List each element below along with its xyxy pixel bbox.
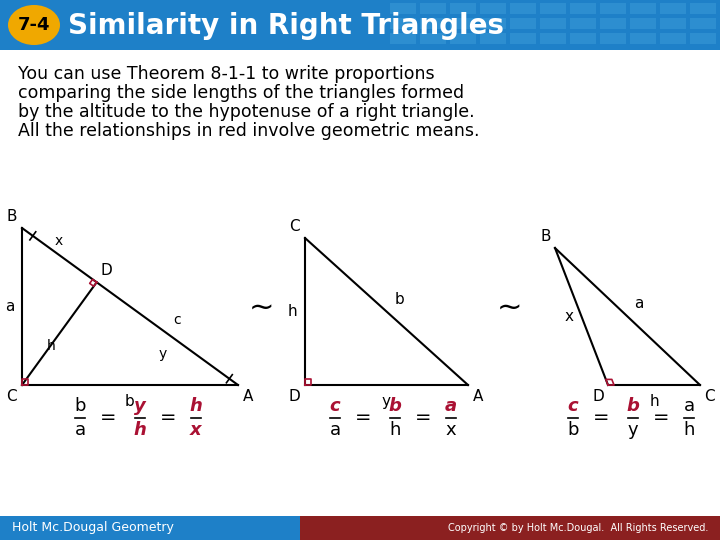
Bar	[540, 33, 566, 44]
Text: x: x	[190, 421, 202, 439]
Bar	[660, 33, 686, 44]
Text: C: C	[289, 219, 300, 234]
Text: c: c	[567, 397, 578, 415]
Text: a: a	[330, 421, 341, 439]
Bar	[630, 33, 656, 44]
Text: a: a	[74, 421, 86, 439]
Text: x: x	[564, 309, 574, 324]
Text: =: =	[160, 408, 176, 428]
Bar	[600, 33, 626, 44]
Text: Holt Mc.Dougal Geometry: Holt Mc.Dougal Geometry	[12, 522, 174, 535]
Text: =: =	[415, 408, 431, 428]
Text: b: b	[389, 397, 402, 415]
Text: ~: ~	[498, 294, 523, 322]
Bar	[540, 3, 566, 14]
Text: a: a	[445, 397, 457, 415]
Bar	[420, 33, 446, 44]
Bar	[420, 3, 446, 14]
Text: by the altitude to the hypotenuse of a right triangle.: by the altitude to the hypotenuse of a r…	[18, 103, 474, 121]
Text: =: =	[355, 408, 372, 428]
Text: =: =	[100, 408, 116, 428]
Text: h: h	[683, 421, 695, 439]
Text: h: h	[649, 394, 659, 409]
Bar	[660, 18, 686, 29]
Text: D: D	[288, 389, 300, 404]
Ellipse shape	[8, 5, 60, 45]
Text: a: a	[683, 397, 695, 415]
Text: ~: ~	[249, 294, 275, 322]
Bar	[690, 18, 716, 29]
Text: x: x	[446, 421, 456, 439]
Bar	[570, 3, 596, 14]
Text: h: h	[287, 304, 297, 319]
Bar	[570, 18, 596, 29]
Text: y: y	[382, 394, 391, 409]
Text: A: A	[243, 389, 253, 404]
Text: B: B	[6, 209, 17, 224]
Text: =: =	[593, 408, 609, 428]
Text: D: D	[593, 389, 604, 404]
Bar	[450, 18, 476, 29]
Text: y: y	[134, 397, 146, 415]
Bar	[420, 18, 446, 29]
Text: x: x	[54, 234, 63, 248]
Text: h: h	[390, 421, 401, 439]
Bar	[390, 3, 416, 14]
Text: c: c	[330, 397, 341, 415]
Text: =: =	[653, 408, 670, 428]
Bar	[690, 33, 716, 44]
Bar	[450, 3, 476, 14]
Bar	[480, 3, 506, 14]
Text: h: h	[47, 339, 55, 353]
Bar	[390, 33, 416, 44]
Bar	[450, 33, 476, 44]
Bar	[0, 0, 720, 50]
Bar	[540, 18, 566, 29]
Text: b: b	[626, 397, 639, 415]
Text: Similarity in Right Triangles: Similarity in Right Triangles	[68, 12, 504, 40]
Bar	[630, 18, 656, 29]
Text: A: A	[473, 389, 483, 404]
Text: a: a	[4, 299, 14, 314]
Text: y: y	[158, 347, 166, 361]
Text: b: b	[125, 394, 135, 409]
Bar	[0, 516, 720, 540]
Bar	[510, 3, 536, 14]
Text: y: y	[628, 421, 639, 439]
Bar	[510, 33, 536, 44]
Bar	[570, 33, 596, 44]
Text: comparing the side lengths of the triangles formed: comparing the side lengths of the triang…	[18, 84, 464, 102]
Text: h: h	[134, 421, 146, 439]
Text: You can use Theorem 8-1-1 to write proportions: You can use Theorem 8-1-1 to write propo…	[18, 65, 435, 83]
Text: b: b	[567, 421, 579, 439]
Bar	[660, 3, 686, 14]
Text: a: a	[634, 296, 644, 312]
Text: b: b	[74, 397, 86, 415]
Text: C: C	[704, 389, 715, 404]
Bar	[300, 516, 720, 540]
Bar	[510, 18, 536, 29]
Bar	[600, 18, 626, 29]
Text: All the relationships in red involve geometric means.: All the relationships in red involve geo…	[18, 122, 480, 140]
Text: C: C	[6, 389, 17, 404]
Bar	[390, 18, 416, 29]
Bar	[480, 18, 506, 29]
Bar	[600, 3, 626, 14]
Bar	[690, 3, 716, 14]
Bar	[480, 33, 506, 44]
Text: D: D	[101, 264, 112, 278]
Text: c: c	[174, 313, 181, 327]
Text: Copyright © by Holt Mc.Dougal.  All Rights Reserved.: Copyright © by Holt Mc.Dougal. All Right…	[448, 523, 708, 533]
Bar	[630, 3, 656, 14]
Text: b: b	[395, 293, 404, 307]
Text: h: h	[189, 397, 202, 415]
Text: 7-4: 7-4	[18, 16, 50, 34]
Text: B: B	[541, 229, 551, 244]
